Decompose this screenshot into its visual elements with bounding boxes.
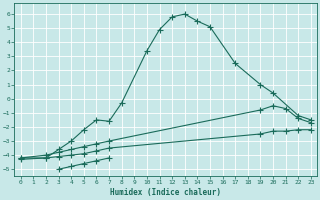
X-axis label: Humidex (Indice chaleur): Humidex (Indice chaleur) — [110, 188, 221, 197]
